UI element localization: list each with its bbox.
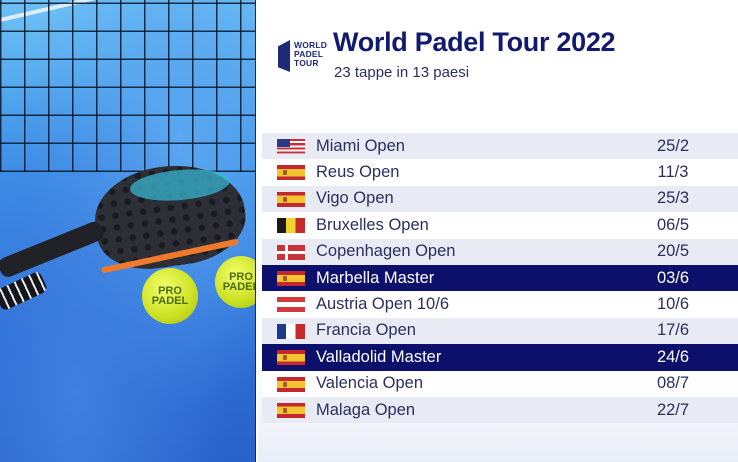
logo-line: TOUR	[294, 58, 319, 68]
es-flag-icon	[277, 402, 305, 418]
tournament-date: 22/7	[656, 400, 690, 419]
table-row: Vigo Open 25/3	[262, 185, 738, 213]
page-title: World Padel Tour 2022	[333, 27, 616, 57]
ball-label: PRO PADEL	[222, 271, 256, 293]
tournament-date: 20/5	[656, 242, 690, 261]
tournament-table: Miami Open 25/2 Reus Open 11/3 Vigo Open 25/3…	[262, 133, 738, 424]
tournament-date: 10/6	[656, 295, 690, 314]
padel-net	[0, 0, 256, 172]
table-row: Miami Open 25/2	[262, 133, 738, 160]
es-flag-icon	[277, 191, 305, 207]
tournament-name: Marbella Master	[316, 268, 435, 287]
table-row: Francia Open 17/6	[262, 317, 738, 345]
tournament-name: Vigo Open	[316, 189, 394, 208]
be-flag-icon	[277, 218, 305, 234]
padel-court-photo: PRO PADEL PRO PADEL	[0, 0, 256, 462]
tournament-name: Valencia Open	[316, 374, 424, 393]
tournament-date: 25/3	[656, 189, 690, 208]
table-row: Valencia Open 08/7	[262, 370, 738, 397]
table-row: Valladolid Master 24/6	[262, 344, 738, 371]
es-flag-icon	[277, 376, 305, 392]
logo-line: PADEL	[294, 49, 324, 59]
tournament-name: Miami Open	[316, 136, 405, 155]
tournament-date: 03/6	[656, 268, 690, 287]
ball-label: PRO PADEL	[151, 285, 189, 307]
tournament-name: Reus Open	[316, 163, 400, 182]
tennis-ball: PRO PADEL	[142, 268, 198, 324]
tournament-date: 24/6	[656, 347, 690, 366]
table-row: Marbella Master 03/6	[262, 264, 738, 292]
tournament-date: 17/6	[656, 321, 690, 340]
tournament-name: Copenhagen Open	[316, 242, 456, 261]
es-flag-icon	[277, 270, 305, 286]
table-row: Reus Open 11/3	[262, 159, 738, 186]
table-row: Austria Open 10/6 10/6	[262, 291, 738, 318]
fr-flag-icon	[277, 323, 305, 339]
world-padel-tour-logo: WORLD PADEL TOUR	[278, 38, 328, 72]
racket-handle	[0, 219, 106, 280]
tournament-date: 11/3	[657, 163, 689, 182]
tennis-ball: PRO PADEL	[215, 256, 256, 308]
tournament-name: Austria Open 10/6	[316, 295, 449, 314]
logo-text: WORLD PADEL TOUR	[294, 41, 327, 68]
tournament-name: Valladolid Master	[316, 347, 442, 366]
table-row: Malaga Open 22/7	[262, 396, 738, 424]
at-flag-icon	[277, 297, 305, 313]
tournament-date: 06/5	[656, 215, 690, 234]
tournament-name: Bruxelles Open	[316, 215, 429, 234]
tournament-date: 25/2	[656, 136, 690, 155]
logo-line: WORLD	[294, 40, 328, 50]
logo-door-icon	[278, 40, 290, 72]
tournament-date: 08/7	[656, 374, 690, 393]
tournament-name: Francia Open	[316, 321, 416, 340]
tournament-name: Malaga Open	[316, 400, 416, 419]
page-subtitle: 23 tappe in 13 paesi	[334, 64, 470, 81]
table-row: Bruxelles Open 06/5	[262, 212, 738, 239]
es-flag-icon	[277, 350, 305, 366]
dk-flag-icon	[277, 244, 305, 260]
table-row: Copenhagen Open 20/5	[262, 238, 738, 265]
es-flag-icon	[277, 165, 305, 181]
us-flag-icon	[277, 139, 305, 154]
